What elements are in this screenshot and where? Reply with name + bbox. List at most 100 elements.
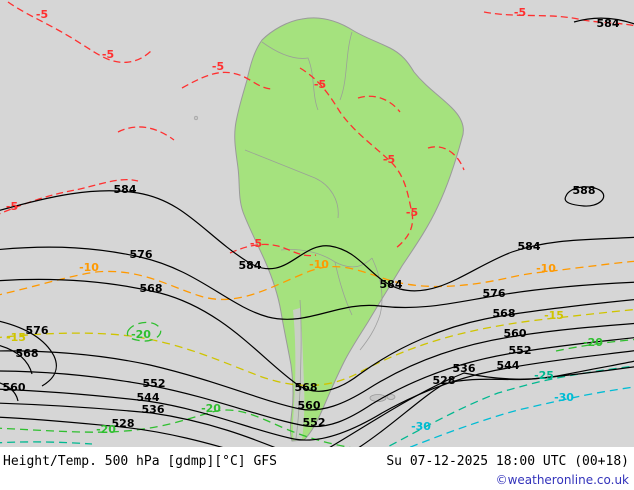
contour-label: 576 xyxy=(483,287,506,300)
contour-path xyxy=(0,409,351,447)
contour-path xyxy=(0,350,634,441)
contour-label: 528 xyxy=(112,417,135,430)
height-contours xyxy=(0,17,634,447)
contour-label: 544 xyxy=(497,359,520,372)
contour-label: 560 xyxy=(3,381,26,394)
contour-path xyxy=(299,67,414,249)
andes-terrain xyxy=(292,308,305,440)
falkland-islands-east xyxy=(386,394,396,400)
contour-path xyxy=(357,95,401,113)
contour-path xyxy=(0,308,634,387)
contour-path xyxy=(117,126,175,141)
contour-label: -5 xyxy=(514,6,526,19)
contour-path xyxy=(0,246,634,320)
contour-label: 544 xyxy=(137,391,160,404)
contour-label: -10 xyxy=(79,261,99,274)
contour-path xyxy=(0,322,634,411)
country-borders xyxy=(244,31,383,439)
contour-label: -15 xyxy=(544,309,564,322)
south-america xyxy=(234,17,464,442)
contour-path xyxy=(0,402,276,447)
contour-label: 536 xyxy=(453,362,476,375)
contour-path xyxy=(564,186,605,207)
map-area: -5 -5 -5 -5 -5 -5 -5 -5 -5 584 588 584 584 584 584 576 5… xyxy=(0,0,634,447)
contour-label: -20 xyxy=(96,423,116,436)
falkland-islands xyxy=(369,394,387,402)
border-line xyxy=(244,149,339,219)
contour-label: 576 xyxy=(130,248,153,261)
contour-label: -5 xyxy=(102,48,114,61)
contour-path xyxy=(0,337,634,428)
contour-label: -10 xyxy=(536,262,556,275)
landmass xyxy=(193,17,464,442)
contour-label: 584 xyxy=(239,259,262,272)
contour-label: -5 xyxy=(383,153,395,166)
contour-label: 584 xyxy=(518,240,541,253)
contour-path xyxy=(386,365,634,447)
contour-label: 552 xyxy=(143,377,166,390)
border-line xyxy=(261,41,319,111)
contour-label: 584 xyxy=(597,17,620,30)
contour-label: -5 xyxy=(6,200,18,213)
contour-label: 568 xyxy=(16,347,39,360)
contour-label: 552 xyxy=(303,416,326,429)
contour-label: -5 xyxy=(250,237,262,250)
contour-path xyxy=(427,146,465,171)
contour-path xyxy=(0,260,634,301)
contour-label: -20 xyxy=(131,328,151,341)
contour-label: -10 xyxy=(309,258,329,271)
contour-label: 568 xyxy=(295,381,318,394)
contour-label: -20 xyxy=(201,402,221,415)
border-line xyxy=(334,261,353,316)
contour-path xyxy=(408,386,634,447)
map-title: Height/Temp. 500 hPa [gdmp][°C] GFS xyxy=(3,454,277,469)
contour-label: 552 xyxy=(509,344,532,357)
temp-contours-minus5 xyxy=(0,1,634,257)
contour-label: 584 xyxy=(380,278,403,291)
contour-path xyxy=(555,338,634,352)
contour-label: -5 xyxy=(36,8,48,21)
contour-label: 576 xyxy=(26,324,49,337)
temp-contours-minus10 xyxy=(0,260,634,301)
contour-label: -5 xyxy=(314,78,326,91)
contour-label: 588 xyxy=(573,184,596,197)
contour-path xyxy=(0,416,224,447)
contour-path xyxy=(126,321,162,342)
contour-path xyxy=(0,345,33,375)
contour-path xyxy=(0,278,634,392)
contour-label: -25 xyxy=(534,369,554,382)
contour-path xyxy=(329,360,634,447)
contour-path xyxy=(0,320,57,387)
contour-label: 568 xyxy=(140,282,163,295)
galapagos-island xyxy=(193,115,199,121)
contour-path xyxy=(0,190,634,292)
border-line xyxy=(339,31,353,101)
temp-contours-minus15 xyxy=(0,308,634,387)
contour-label: -15 xyxy=(6,331,26,344)
weather-map: -5 -5 -5 -5 -5 -5 -5 -5 -5 584 588 584 584 584 584 576 5… xyxy=(0,0,634,447)
contour-path xyxy=(0,179,139,215)
contour-labels: -5 -5 -5 -5 -5 -5 -5 -5 -5 584 588 584 584 584 584 576 5… xyxy=(3,6,620,436)
temp-contours-minus30 xyxy=(408,386,634,447)
contour-label: 568 xyxy=(493,307,516,320)
contour-path xyxy=(0,382,19,402)
contour-label: 528 xyxy=(433,374,456,387)
contour-label: 584 xyxy=(114,183,137,196)
contour-path xyxy=(483,11,634,27)
copyright-link[interactable]: ©weatheronline.co.uk xyxy=(495,473,629,487)
map-datetime: Su 07-12-2025 18:00 UTC (00+18) xyxy=(386,454,629,469)
contour-path xyxy=(358,366,634,447)
border-line xyxy=(359,257,383,351)
contour-label: 560 xyxy=(504,327,527,340)
contour-label: -20 xyxy=(583,336,603,349)
temp-contours-minus25 xyxy=(0,365,634,447)
contour-path xyxy=(7,1,153,64)
temp-contours-minus20 xyxy=(0,321,634,447)
contour-label: -30 xyxy=(554,391,574,404)
contour-label: -5 xyxy=(406,206,418,219)
contour-path xyxy=(181,71,273,90)
contour-path xyxy=(229,243,317,257)
contour-label: 536 xyxy=(142,403,165,416)
contour-label: -5 xyxy=(212,60,224,73)
